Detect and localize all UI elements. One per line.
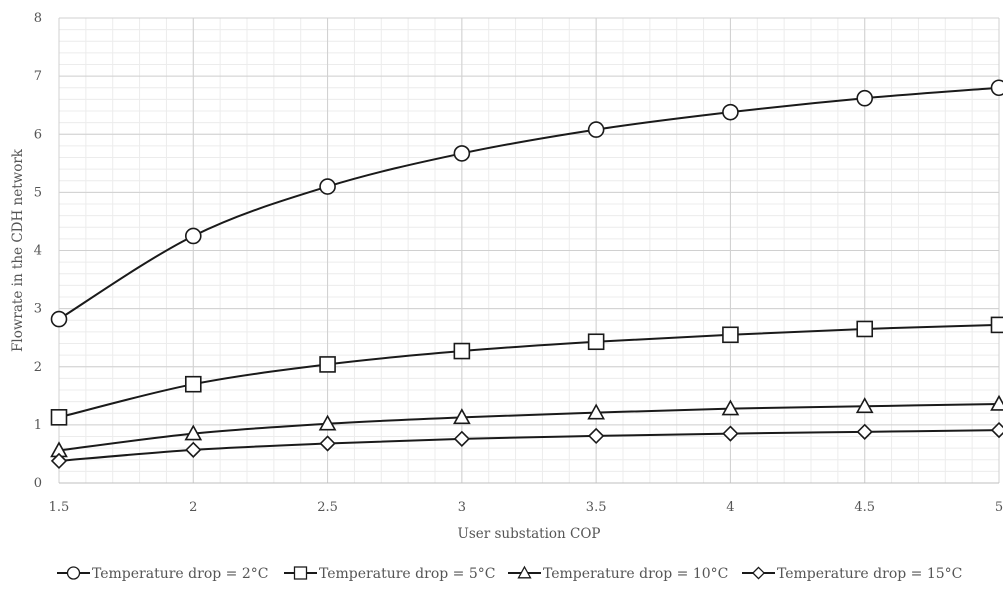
series-layer — [50, 79, 1003, 470]
data-point-circle — [856, 89, 874, 107]
y-tick-label: 8 — [34, 11, 42, 26]
y-tick-label: 6 — [34, 127, 42, 142]
series-line — [58, 429, 1000, 462]
data-point-triangle — [855, 397, 874, 414]
x-tick-label: 3.5 — [586, 500, 607, 515]
series-4 — [50, 421, 1003, 470]
data-point-square — [319, 356, 336, 373]
x-axis-label: User substation COP — [457, 526, 600, 542]
legend-marker-diamond — [751, 566, 766, 580]
data-point-square — [722, 326, 739, 344]
data-point-triangle — [318, 414, 337, 431]
data-point-diamond — [990, 421, 1003, 439]
legend-label: Temperature drop = 15°C — [777, 566, 962, 582]
y-tick-label: 2 — [34, 360, 42, 375]
legend-item: Temperature drop = 15°C — [742, 566, 962, 582]
x-tick-label: 3 — [458, 500, 466, 515]
x-tick-label: 4.5 — [854, 500, 875, 515]
data-point-square — [50, 409, 68, 426]
y-tick-label: 0 — [34, 476, 42, 491]
x-tick-label: 4 — [726, 500, 734, 515]
legend: Temperature drop = 2°C Temperature drop =… — [57, 565, 962, 582]
series-3 — [50, 394, 1003, 458]
series-line — [58, 402, 1000, 452]
data-point-circle — [722, 103, 739, 121]
series-2 — [50, 316, 1003, 426]
legend-item: Temperature drop = 5°C — [284, 566, 495, 582]
y-axis-label: Flowrate in the CDH network — [10, 148, 26, 352]
data-point-diamond — [588, 427, 605, 445]
x-tick-label: 5 — [995, 500, 1003, 515]
x-tick-label: 2.5 — [317, 500, 338, 515]
y-tick-label: 3 — [34, 302, 42, 317]
y-tick-label: 1 — [34, 418, 42, 433]
data-point-square — [453, 342, 471, 360]
series-line — [58, 323, 1000, 419]
series-1 — [50, 79, 1003, 328]
data-point-square — [990, 316, 1003, 334]
data-point-diamond — [50, 452, 68, 470]
data-point-diamond — [722, 425, 739, 442]
data-point-triangle — [587, 403, 606, 420]
legend-item: Temperature drop = 10°C — [508, 565, 728, 582]
data-point-circle — [453, 145, 471, 162]
legend-label: Temperature drop = 10°C — [543, 566, 728, 582]
x-tick-label: 1.5 — [49, 500, 70, 515]
data-point-circle — [184, 227, 202, 245]
legend-label: Temperature drop = 2°C — [92, 566, 268, 582]
legend-marker-square — [293, 566, 308, 580]
x-tick-label: 2 — [189, 500, 197, 515]
data-point-circle — [319, 178, 336, 195]
data-point-square — [184, 375, 202, 393]
y-tick-label: 4 — [34, 244, 42, 259]
legend-item: Temperature drop = 2°C — [57, 566, 268, 582]
x-axis-ticks: 1.5 2 2.5 3 3.5 4 4.5 5 — [49, 500, 1003, 515]
data-point-square — [856, 320, 874, 338]
y-tick-label: 7 — [34, 69, 42, 84]
data-point-circle — [587, 121, 605, 138]
data-point-diamond — [319, 435, 336, 452]
data-point-triangle — [721, 399, 740, 416]
data-point-triangle — [452, 408, 471, 425]
legend-label: Temperature drop = 5°C — [319, 566, 495, 582]
data-point-triangle — [184, 424, 203, 441]
data-point-square — [587, 333, 605, 351]
legend-marker-triangle — [517, 565, 532, 579]
data-point-circle — [50, 310, 68, 328]
data-point-diamond — [856, 423, 873, 440]
data-point-circle — [990, 79, 1003, 97]
y-axis-ticks: 0 1 2 3 4 5 6 7 8 — [34, 11, 42, 491]
data-point-diamond — [185, 441, 202, 459]
data-point-diamond — [453, 430, 470, 447]
legend-marker-circle — [66, 566, 81, 580]
y-tick-label: 5 — [34, 185, 42, 200]
